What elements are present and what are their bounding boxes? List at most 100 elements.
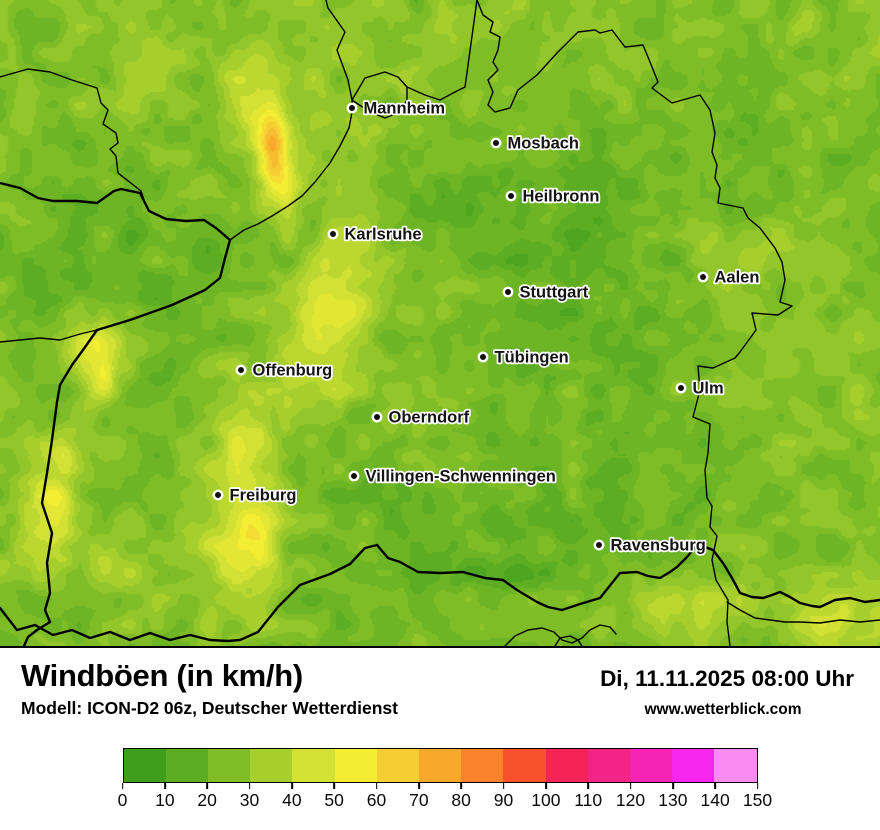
legend-tick bbox=[163, 782, 166, 789]
model-info: Modell: ICON-D2 06z, Deutscher Wetterdie… bbox=[21, 697, 398, 718]
city-label: Heilbronn bbox=[523, 188, 600, 206]
border-line bbox=[0, 181, 232, 646]
legend-tick bbox=[587, 782, 589, 789]
city-marker-stuttgart: Stuttgart bbox=[502, 282, 590, 303]
wind-gust-map: Mannheim Mosbach Heilbronn Karlsruhe Stuttga… bbox=[0, 0, 880, 648]
legend-tick-row: 0 10 20 30 40 50 60 70 80 90 100 110 120 130 140 150 bbox=[118, 782, 772, 815]
border-line bbox=[0, 68, 147, 207]
border-line bbox=[504, 624, 617, 646]
legend-tick bbox=[460, 782, 462, 789]
city-dot bbox=[697, 271, 709, 283]
city-markers: Mannheim Mosbach Heilbronn Karlsruhe Stuttga… bbox=[212, 98, 761, 556]
legend-tick-label: 90 bbox=[493, 789, 514, 810]
city-dot bbox=[490, 137, 502, 149]
legend-segment bbox=[545, 748, 588, 782]
border-line bbox=[476, 0, 601, 113]
legend-tick-label: 20 bbox=[197, 789, 217, 810]
border-line bbox=[351, 71, 408, 119]
legend-tick-label: 80 bbox=[451, 789, 471, 810]
city-dot bbox=[235, 364, 247, 376]
subtitle-row: Modell: ICON-D2 06z, Deutscher Wetterdie… bbox=[0, 693, 880, 719]
legend-tick-label: 30 bbox=[239, 789, 260, 810]
legend-segment bbox=[292, 748, 335, 782]
legend-segment bbox=[587, 748, 630, 782]
legend-segment bbox=[629, 748, 673, 782]
border-lines bbox=[0, 0, 880, 646]
city-dot bbox=[348, 470, 360, 482]
city-marker-t-bingen: Tübingen bbox=[477, 347, 570, 368]
legend-tick-label: 100 bbox=[531, 789, 561, 810]
legend-tick-label: 130 bbox=[658, 789, 688, 810]
legend-segment bbox=[250, 748, 293, 782]
legend-tick bbox=[756, 782, 759, 789]
city-marker-ravensburg: Ravensburg bbox=[593, 535, 708, 556]
legend-segment bbox=[165, 748, 208, 782]
city-dot bbox=[502, 286, 514, 298]
city-label: Stuttgart bbox=[520, 284, 589, 302]
legend-tick bbox=[333, 782, 335, 789]
city-dot bbox=[593, 539, 605, 551]
city-marker-villingen-schwenningen: Villingen-Schwenningen bbox=[348, 466, 558, 487]
border-line bbox=[0, 329, 98, 343]
city-label: Villingen-Schwenningen bbox=[366, 468, 556, 486]
city-dot bbox=[371, 411, 383, 423]
city-label: Freiburg bbox=[230, 487, 297, 505]
city-marker-heilbronn: Heilbronn bbox=[505, 186, 601, 207]
info-panel: Windböen (in km/h) Di, 11.11.2025 08:00 … bbox=[0, 648, 880, 815]
legend-tick-label: 140 bbox=[700, 789, 730, 810]
legend: 0 10 20 30 40 50 60 70 80 90 100 110 120 130 140 150 bbox=[118, 747, 772, 815]
legend-tick bbox=[671, 782, 674, 789]
legend-tick bbox=[417, 782, 420, 789]
city-marker-oberndorf: Oberndorf bbox=[371, 407, 471, 428]
legend-tick bbox=[544, 782, 547, 789]
legend-tick-label: 70 bbox=[409, 789, 429, 810]
city-label: Mosbach bbox=[508, 135, 580, 153]
border-line bbox=[406, 0, 478, 101]
city-label: Mannheim bbox=[364, 100, 446, 118]
city-label: Aalen bbox=[715, 269, 760, 287]
legend-segment bbox=[672, 748, 715, 782]
city-label: Ulm bbox=[693, 380, 724, 398]
wind-field-canvas bbox=[0, 0, 880, 646]
city-marker-aalen: Aalen bbox=[697, 267, 761, 288]
legend-tick bbox=[714, 782, 716, 789]
map-datetime: Di, 11.11.2025 08:00 Uhr bbox=[600, 666, 854, 691]
legend-tick-label: 50 bbox=[324, 789, 344, 810]
legend-tick-label: 120 bbox=[615, 789, 646, 810]
legend-segment bbox=[123, 748, 166, 782]
border-line bbox=[554, 635, 583, 646]
city-dot bbox=[505, 190, 517, 202]
map-overlay: Mannheim Mosbach Heilbronn Karlsruhe Stuttga… bbox=[0, 0, 880, 646]
border-line bbox=[229, 0, 353, 241]
legend-segment bbox=[376, 748, 419, 782]
legend-tick bbox=[375, 782, 378, 789]
city-dot bbox=[212, 489, 224, 501]
legend-tick bbox=[629, 782, 632, 789]
website-url: www.wetterblick.com bbox=[644, 700, 802, 718]
legend-tick bbox=[121, 782, 124, 789]
border-line bbox=[726, 601, 880, 624]
city-label: Tübingen bbox=[495, 349, 569, 367]
city-label: Ravensburg bbox=[611, 537, 706, 555]
legend-tick bbox=[206, 782, 208, 789]
legend-segment bbox=[207, 748, 251, 782]
border-line bbox=[0, 543, 880, 643]
city-label: Offenburg bbox=[253, 362, 333, 380]
city-dot bbox=[477, 351, 489, 363]
city-dot bbox=[327, 228, 339, 240]
legend-segment bbox=[503, 748, 546, 782]
city-dot bbox=[346, 102, 358, 114]
city-dot bbox=[675, 382, 687, 394]
map-title: Windböen (in km/h) bbox=[21, 658, 303, 693]
city-marker-karlsruhe: Karlsruhe bbox=[327, 224, 423, 245]
city-label: Oberndorf bbox=[389, 409, 470, 427]
legend-tick-label: 150 bbox=[742, 789, 773, 810]
city-marker-mosbach: Mosbach bbox=[490, 133, 581, 154]
city-label: Karlsruhe bbox=[345, 226, 422, 244]
title-row: Windböen (in km/h) Di, 11.11.2025 08:00 … bbox=[0, 648, 880, 693]
border-line bbox=[599, 29, 793, 646]
legend-segment bbox=[461, 748, 504, 782]
legend-colorbar bbox=[122, 747, 758, 783]
city-marker-ulm: Ulm bbox=[675, 378, 725, 399]
